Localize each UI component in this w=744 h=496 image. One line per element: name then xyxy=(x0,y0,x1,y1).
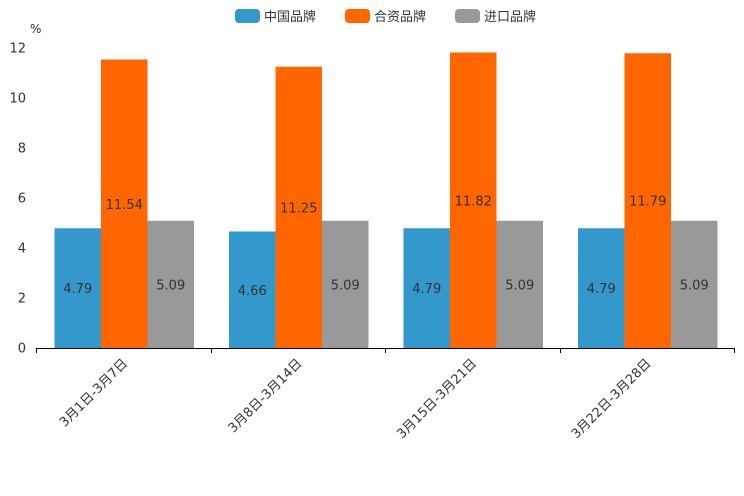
bar-2-3[interactable] xyxy=(450,52,497,349)
y-tick-label: 4 xyxy=(18,242,26,257)
bar-1-2[interactable] xyxy=(229,231,276,349)
data-label: 4.66 xyxy=(238,284,267,299)
data-label: 5.09 xyxy=(156,278,185,293)
bar-3-1[interactable] xyxy=(147,220,195,348)
bar-2-4[interactable] xyxy=(624,53,672,348)
legend-label[interactable]: 中国品牌 xyxy=(264,9,316,25)
bar-1-4[interactable] xyxy=(578,228,625,348)
legend-swatch[interactable] xyxy=(345,9,370,23)
legend-label[interactable]: 进口品牌 xyxy=(484,9,536,25)
bar-2-2[interactable] xyxy=(275,66,323,348)
data-labels: 4.79 11.54 5.09 4.66 11.25 5.09 4.79 11.82 5.09 4… xyxy=(63,194,708,299)
legend: 中国品牌 合资品牌 进口品牌 xyxy=(235,9,536,25)
y-tick-label: 8 xyxy=(18,142,26,157)
bar-3-2[interactable] xyxy=(322,220,369,348)
legend-label[interactable]: 合资品牌 xyxy=(374,9,426,25)
data-label: 11.25 xyxy=(280,201,317,216)
data-label: 4.79 xyxy=(412,282,441,297)
data-label: 5.09 xyxy=(505,278,534,293)
bar-1-1[interactable] xyxy=(54,228,102,348)
x-category-label: 3月15日-3月21日 xyxy=(394,356,480,442)
data-label: 11.54 xyxy=(106,198,143,213)
y-tick-label: 10 xyxy=(9,92,26,107)
y-tick-label: 2 xyxy=(18,292,26,307)
data-label: 5.09 xyxy=(680,278,709,293)
x-category-label: 3月1日-3月7日 xyxy=(57,356,131,430)
y-tick-label: 12 xyxy=(9,42,26,57)
y-tick-label: 0 xyxy=(18,342,26,357)
data-label: 4.79 xyxy=(63,282,92,297)
bars xyxy=(54,52,718,349)
bar-2-1[interactable] xyxy=(101,59,148,349)
x-category-label: 3月22日-3月28日 xyxy=(569,356,655,442)
data-label: 11.82 xyxy=(455,194,492,209)
bar-3-4[interactable] xyxy=(671,220,718,348)
legend-swatch[interactable] xyxy=(235,9,260,23)
data-label: 4.79 xyxy=(587,282,616,297)
y-unit-label: % xyxy=(30,22,41,36)
y-tick-label: 6 xyxy=(18,192,26,207)
legend-swatch[interactable] xyxy=(455,9,480,23)
y-axis: 0 2 4 6 8 10 12 xyxy=(9,42,26,357)
x-axis: 3月1日-3月7日 3月8日-3月14日 3月15日-3月21日 3月22日-3月28… xyxy=(36,348,735,442)
data-label: 11.79 xyxy=(629,195,666,210)
x-category-label: 3月8日-3月14日 xyxy=(226,356,306,436)
bar-1-3[interactable] xyxy=(403,228,451,348)
bar-3-3[interactable] xyxy=(496,220,544,348)
data-label: 5.09 xyxy=(331,278,360,293)
